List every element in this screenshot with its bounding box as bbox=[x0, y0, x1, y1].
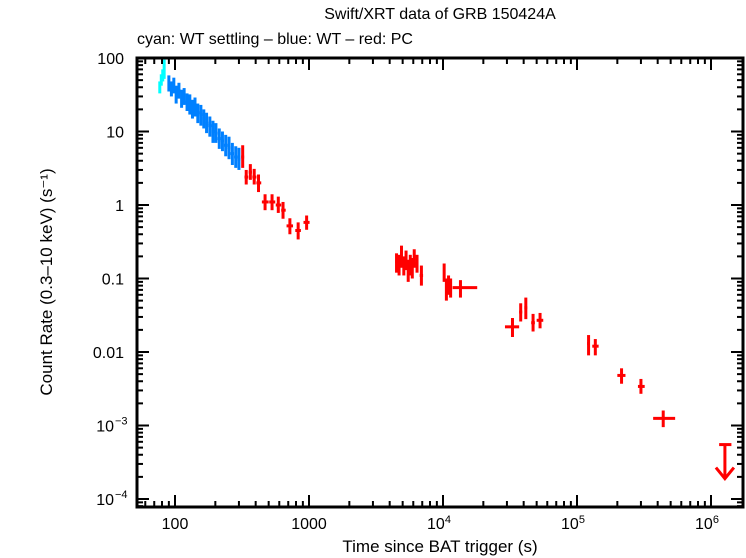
data-point bbox=[303, 215, 310, 230]
data-point bbox=[587, 335, 591, 356]
data-point bbox=[193, 97, 197, 117]
data-point bbox=[395, 253, 399, 273]
x-tick-label: 106 bbox=[695, 514, 719, 533]
data-point bbox=[174, 85, 178, 104]
data-point bbox=[286, 218, 294, 235]
chart-subtitle: cyan: WT settling – blue: WT – red: PC bbox=[137, 31, 413, 48]
data-point bbox=[169, 81, 173, 97]
data-point bbox=[208, 116, 212, 137]
data-point bbox=[234, 146, 238, 168]
data-point bbox=[182, 88, 186, 105]
data-point bbox=[217, 128, 221, 149]
data-point bbox=[205, 112, 209, 134]
data-point bbox=[241, 145, 245, 168]
data-point bbox=[211, 120, 215, 143]
data-point bbox=[199, 104, 203, 126]
data-point bbox=[637, 378, 645, 394]
data-point bbox=[397, 254, 401, 276]
data-point bbox=[230, 142, 235, 166]
x-tick-label: 1000 bbox=[291, 516, 327, 533]
y-tick-label: 0.1 bbox=[102, 272, 124, 289]
data-point bbox=[248, 164, 252, 180]
x-tick-label: 104 bbox=[427, 514, 451, 533]
data-point bbox=[227, 136, 231, 160]
data-point bbox=[452, 280, 478, 298]
data-point bbox=[592, 339, 599, 356]
data-point bbox=[419, 265, 424, 286]
data-point bbox=[269, 194, 276, 211]
data-point bbox=[531, 313, 535, 332]
series-wt bbox=[167, 75, 241, 170]
data-point bbox=[190, 99, 194, 119]
data-point bbox=[214, 123, 218, 143]
data-point bbox=[524, 297, 528, 320]
chart-title: Swift/XRT data of GRB 150424A bbox=[324, 6, 556, 23]
data-point bbox=[261, 194, 269, 211]
y-tick-label: 0.01 bbox=[93, 345, 124, 362]
data-point bbox=[237, 147, 241, 170]
y-tick-label: 10 bbox=[96, 492, 114, 509]
data-point bbox=[167, 75, 171, 92]
axis-ticks bbox=[137, 57, 743, 508]
y-tick-label: 10 bbox=[96, 419, 114, 436]
data-point bbox=[617, 368, 626, 384]
data-layer bbox=[158, 59, 736, 481]
y-tick-label-exponent: −3 bbox=[115, 416, 128, 428]
data-point bbox=[536, 312, 544, 329]
data-point bbox=[449, 278, 453, 298]
x-tick-label: 105 bbox=[561, 514, 585, 533]
data-point bbox=[172, 77, 176, 94]
y-tick-label: 10 bbox=[106, 125, 124, 142]
x-tick-label: 100 bbox=[162, 516, 189, 533]
data-point bbox=[256, 174, 262, 193]
data-point bbox=[188, 94, 192, 115]
data-point bbox=[415, 254, 419, 273]
upper-limit-arrow bbox=[714, 466, 736, 481]
upper-limit bbox=[714, 443, 736, 481]
x-tick-label-exponent: 4 bbox=[445, 514, 451, 526]
data-point bbox=[412, 249, 416, 268]
y-tick-label-exponent: −4 bbox=[115, 489, 128, 501]
data-point bbox=[653, 410, 676, 428]
y-tick-label: 1 bbox=[115, 198, 124, 215]
y-tick-label: 100 bbox=[97, 51, 124, 68]
data-point bbox=[295, 222, 301, 240]
data-point bbox=[223, 134, 228, 157]
data-point bbox=[399, 245, 403, 268]
data-point bbox=[162, 59, 166, 79]
data-point bbox=[275, 196, 282, 213]
data-point bbox=[202, 109, 206, 129]
data-point bbox=[244, 169, 249, 185]
x-tick-label-exponent: 6 bbox=[713, 514, 719, 526]
data-point bbox=[442, 263, 446, 282]
data-point bbox=[252, 168, 257, 185]
data-point bbox=[519, 303, 523, 322]
data-point bbox=[196, 103, 200, 124]
data-point bbox=[281, 201, 286, 219]
x-tick-labels: 100 1000 104 105 106 bbox=[162, 514, 719, 533]
data-point bbox=[220, 131, 224, 152]
x-tick-label-exponent: 5 bbox=[579, 514, 585, 526]
x-axis-label: Time since BAT trigger (s) bbox=[342, 537, 537, 556]
data-point bbox=[177, 82, 181, 99]
plot-frame bbox=[135, 56, 745, 509]
series-pc bbox=[241, 145, 736, 481]
data-point bbox=[504, 318, 520, 337]
series-wt-settling bbox=[158, 59, 166, 94]
y-axis-label: Count Rate (0.3–10 keV) (s⁻¹) bbox=[37, 168, 56, 395]
data-point bbox=[185, 93, 189, 112]
